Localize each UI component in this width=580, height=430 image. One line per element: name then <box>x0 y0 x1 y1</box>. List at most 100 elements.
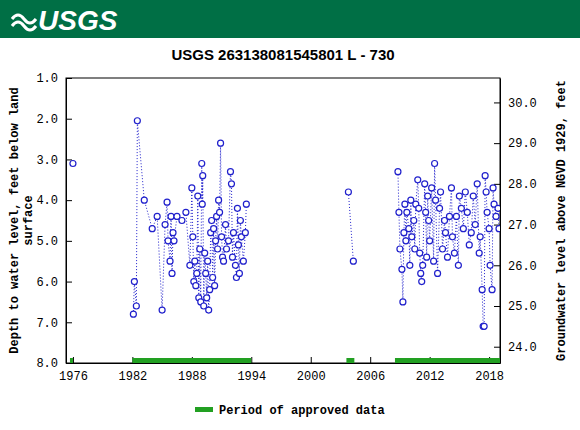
tick-label: 24.0 <box>508 341 537 355</box>
data-point <box>446 213 452 219</box>
data-point <box>183 209 189 215</box>
header-band <box>0 0 580 38</box>
tick-mark <box>494 306 500 307</box>
data-point <box>218 140 224 146</box>
tick-mark <box>73 357 74 363</box>
tick-label: 28.0 <box>508 178 537 192</box>
data-point <box>165 238 171 244</box>
data-point <box>228 181 234 187</box>
data-point <box>400 299 406 305</box>
tick: 29.0 <box>494 137 537 151</box>
data-point <box>243 201 249 207</box>
tick-mark <box>66 322 72 323</box>
tick: 7.0 <box>36 317 72 331</box>
tick-label: 27.0 <box>508 219 537 233</box>
data-point <box>224 246 230 252</box>
data-point <box>482 173 488 179</box>
data-point <box>169 270 175 276</box>
data-point <box>437 205 443 211</box>
tick: 2000 <box>297 357 326 384</box>
tick-label: 2000 <box>297 370 326 384</box>
data-point <box>190 234 196 240</box>
data-point <box>240 258 246 264</box>
data-point <box>476 250 482 256</box>
tick-mark <box>66 159 72 160</box>
data-point <box>409 234 415 240</box>
tick-label: 3.0 <box>36 154 58 168</box>
y-axis-title-line: Depth to water level, feet below land <box>8 87 22 353</box>
data-point <box>200 173 206 179</box>
approved-period <box>346 358 354 363</box>
data-point <box>451 250 457 256</box>
tick-label: 8.0 <box>36 357 58 371</box>
tick-label: 26.0 <box>508 260 537 274</box>
y2-axis: 24.0 25.0 26.0 27.0 28.0 29.0 30.0 <box>494 79 537 364</box>
data-point <box>396 209 402 215</box>
tick-label: 1982 <box>118 370 147 384</box>
data-point <box>199 201 205 207</box>
approved-period <box>395 358 500 363</box>
logo-text: USGS <box>38 5 118 36</box>
data-point <box>345 189 351 195</box>
tick-label: 2.0 <box>36 113 58 127</box>
tick-label: 1988 <box>178 370 207 384</box>
data-point <box>448 185 454 191</box>
data-point <box>236 270 242 276</box>
tick: 5.0 <box>36 235 72 249</box>
data-point <box>133 303 139 309</box>
data-point <box>206 307 212 313</box>
legend: Period of approved data <box>195 404 385 418</box>
tick-mark <box>66 78 72 79</box>
data-point <box>453 213 459 219</box>
tick-mark <box>370 357 371 363</box>
data-point <box>232 262 238 268</box>
data-point <box>493 213 499 219</box>
tick-label: 2006 <box>356 370 385 384</box>
data-point <box>402 201 408 207</box>
data-point <box>411 218 417 224</box>
tick-label: 1994 <box>237 370 266 384</box>
axis-line <box>67 363 501 364</box>
data-point <box>193 283 199 289</box>
data-point <box>429 185 435 191</box>
data-point <box>470 193 476 199</box>
plot-frame <box>66 78 500 363</box>
tick-label: 6.0 <box>36 276 58 290</box>
data-point <box>420 262 426 268</box>
tick-label: 4.0 <box>36 194 58 208</box>
data-point <box>237 218 243 224</box>
data-point <box>425 193 431 199</box>
data-point <box>70 161 76 167</box>
data-point <box>130 311 136 317</box>
data-point <box>406 226 412 232</box>
data-point <box>419 279 425 285</box>
tick-label: 30.0 <box>508 97 537 111</box>
data-point <box>487 262 493 268</box>
data-point <box>426 218 432 224</box>
data-point <box>472 222 478 228</box>
tick: 1.0 <box>36 72 72 86</box>
data-point <box>221 258 227 264</box>
axis-line <box>500 79 501 364</box>
data-point <box>422 181 428 187</box>
data-point <box>204 295 210 301</box>
data-point <box>234 205 240 211</box>
data-point <box>444 254 450 260</box>
tick: 25.0 <box>494 300 537 314</box>
tick: 2.0 <box>36 113 72 127</box>
data-point <box>427 238 433 244</box>
tick: 4.0 <box>36 194 72 208</box>
tick-mark <box>494 102 500 103</box>
tick-mark <box>66 363 72 364</box>
tick-mark <box>66 241 72 242</box>
data-point <box>195 193 201 199</box>
data-point <box>154 213 160 219</box>
tick: 3.0 <box>36 154 72 168</box>
data-point <box>168 213 174 219</box>
data-point <box>199 161 205 167</box>
tick-mark <box>66 119 72 120</box>
data-point <box>438 189 444 195</box>
tick: 28.0 <box>494 178 537 192</box>
tick: 2006 <box>356 357 385 384</box>
y2-axis-title: Groundwater level above NGVD 1929, feet <box>555 80 569 361</box>
